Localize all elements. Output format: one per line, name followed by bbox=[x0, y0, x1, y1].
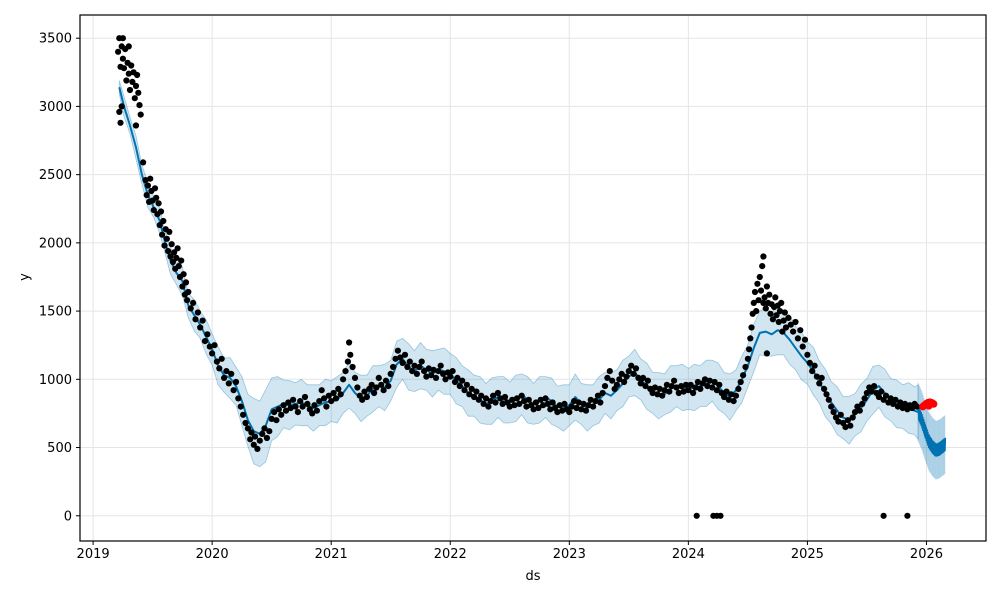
forecast-tail-line bbox=[917, 406, 947, 457]
svg-text:2021: 2021 bbox=[315, 547, 348, 562]
svg-text:3500: 3500 bbox=[39, 32, 72, 47]
y-axis-label: y bbox=[17, 273, 33, 281]
svg-text:3000: 3000 bbox=[39, 100, 72, 115]
anomaly-points bbox=[919, 398, 938, 411]
forecast-tail-band bbox=[917, 382, 946, 480]
tick-labels: 2019 2020 2021 2022 2023 2024 2025 2026 0 500 1000… bbox=[39, 32, 943, 562]
svg-text:2019: 2019 bbox=[77, 547, 110, 562]
svg-text:2000: 2000 bbox=[39, 236, 72, 251]
zero-points bbox=[693, 512, 911, 519]
svg-text:2023: 2023 bbox=[553, 547, 586, 562]
svg-text:0: 0 bbox=[64, 509, 72, 524]
x-axis-label: ds bbox=[525, 569, 541, 584]
svg-text:2025: 2025 bbox=[791, 547, 824, 562]
svg-text:2500: 2500 bbox=[39, 168, 72, 183]
axes-spines bbox=[79, 14, 987, 542]
observed-points bbox=[115, 35, 921, 452]
svg-text:2024: 2024 bbox=[672, 547, 705, 562]
svg-text:500: 500 bbox=[47, 441, 72, 456]
tick-marks bbox=[76, 37, 927, 545]
svg-text:2022: 2022 bbox=[434, 547, 467, 562]
gridlines bbox=[80, 15, 986, 541]
svg-text:1500: 1500 bbox=[39, 305, 72, 320]
svg-text:1000: 1000 bbox=[39, 373, 72, 388]
uncertainty-band bbox=[118, 80, 919, 468]
svg-text:2020: 2020 bbox=[196, 547, 229, 562]
svg-text:2026: 2026 bbox=[910, 547, 943, 562]
